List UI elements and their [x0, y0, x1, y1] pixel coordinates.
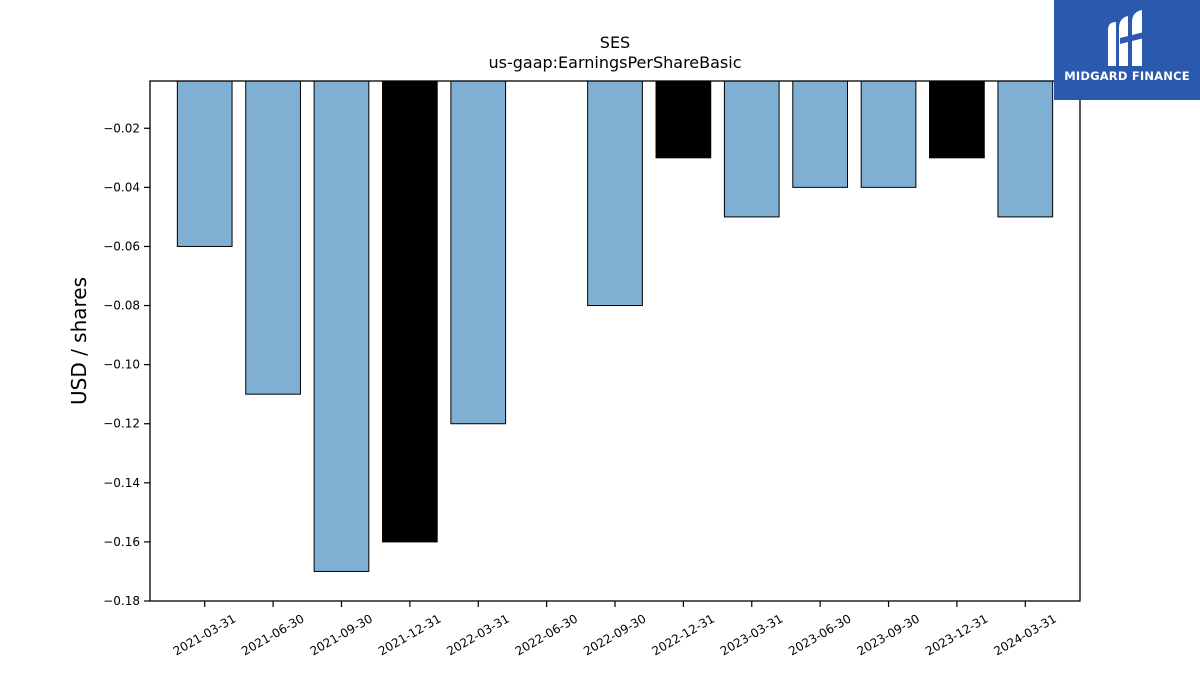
bar-2023-12-31	[929, 80, 985, 159]
x-tick-label: 2024-03-31	[991, 611, 1058, 658]
x-tick-label: 2023-06-30	[786, 611, 853, 658]
bar-2024-03-31	[997, 80, 1054, 218]
bar-series	[176, 80, 1054, 572]
midgard-finance-logo: MIDGARD FINANCE	[1054, 0, 1200, 100]
x-tick-label: 2022-03-31	[444, 611, 511, 658]
x-tick-label: 2023-09-30	[855, 611, 922, 658]
x-tick-label: 2021-03-31	[171, 611, 238, 658]
x-tick-label: 2023-12-31	[923, 611, 990, 658]
bar-2022-09-30	[587, 80, 643, 307]
chart-title: SES	[600, 33, 630, 52]
y-tick-label: −0.02	[103, 121, 140, 135]
y-tick-label: −0.08	[103, 299, 140, 313]
bar-2021-03-31	[176, 80, 233, 247]
x-tick-label: 2022-09-30	[581, 611, 648, 658]
x-tick-label: 2023-03-31	[718, 611, 785, 658]
bar-2023-09-30	[860, 80, 917, 188]
y-tick-label: −0.18	[103, 594, 140, 608]
bar-2023-06-30	[792, 80, 848, 188]
x-tick-label: 2021-12-31	[376, 611, 443, 658]
x-axis: 2021-03-31 2021-06-30 2021-09-30 2021-12-31…	[171, 601, 1059, 658]
y-tick-label: −0.10	[103, 358, 140, 372]
bar-2022-03-31	[450, 80, 507, 425]
y-tick-label: −0.12	[103, 417, 140, 431]
midgard-logo-icon	[1108, 10, 1144, 66]
x-tick-label: 2021-09-30	[308, 611, 375, 658]
y-axis-label: USD / shares	[67, 277, 91, 405]
y-tick-label: −0.14	[103, 476, 140, 490]
x-tick-label: 2022-12-31	[649, 611, 716, 658]
chart-subtitle: us-gaap:EarningsPerShareBasic	[488, 53, 741, 72]
bar-2021-09-30	[313, 80, 370, 572]
logo-wordmark: MIDGARD FINANCE	[1064, 69, 1190, 83]
bar-2021-12-31	[382, 80, 438, 543]
bar-2023-03-31	[723, 80, 780, 218]
x-tick-label: 2021-06-30	[239, 611, 306, 658]
bar-2021-06-30	[245, 80, 301, 395]
bar-2022-12-31	[655, 80, 712, 159]
y-tick-label: −0.06	[103, 239, 140, 253]
y-tick-label: −0.04	[103, 180, 140, 194]
x-tick-label: 2022-06-30	[513, 611, 580, 658]
y-tick-label: −0.16	[103, 535, 140, 549]
y-axis: −0.02 −0.04 −0.06 −0.08 −0.10 −0.12 −0.14 −0.16…	[103, 121, 150, 608]
